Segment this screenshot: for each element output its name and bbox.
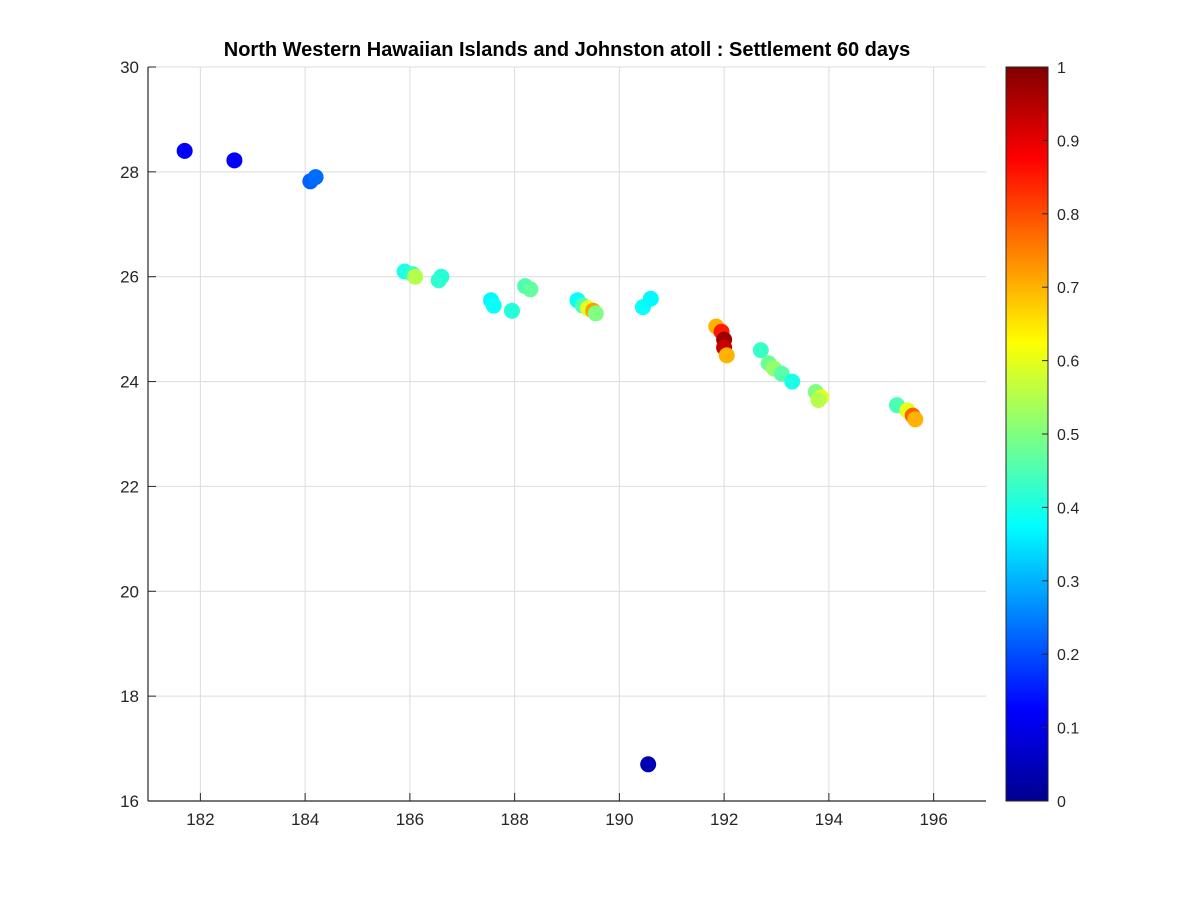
colorbar-tick-label: 0.1 bbox=[1057, 721, 1079, 738]
data-point bbox=[430, 272, 447, 289]
x-tick-label: 188 bbox=[500, 810, 528, 829]
y-tick-label: 20 bbox=[120, 582, 139, 601]
data-point bbox=[587, 305, 604, 322]
colorbar-tick-label: 0.8 bbox=[1057, 207, 1079, 224]
data-point bbox=[176, 142, 193, 159]
plot-area: 182 184 186 188 190 192 194 196 16 18 20 22 24 26 28 3… bbox=[120, 58, 986, 829]
y-tick-label: 28 bbox=[120, 163, 139, 182]
x-tick-label: 182 bbox=[186, 810, 214, 829]
colorbar-tick-label: 0.3 bbox=[1057, 574, 1079, 591]
data-point bbox=[307, 169, 324, 186]
colorbar-tick-label: 0.7 bbox=[1057, 280, 1079, 297]
data-point bbox=[226, 152, 243, 169]
data-point bbox=[485, 297, 502, 314]
data-point bbox=[718, 347, 735, 364]
y-tick-label: 30 bbox=[120, 58, 139, 77]
y-tick-label: 18 bbox=[120, 687, 139, 706]
x-tick-label: 186 bbox=[396, 810, 424, 829]
chart-title: North Western Hawaiian Islands and Johns… bbox=[224, 39, 910, 61]
x-axis-ticks: 182 184 186 188 190 192 194 196 bbox=[186, 793, 948, 829]
colorbar-gradient bbox=[1005, 66, 1049, 802]
plot-background bbox=[148, 67, 986, 801]
colorbar-tick-label: 0.4 bbox=[1057, 500, 1079, 517]
colorbar-tick-label: 0.2 bbox=[1057, 647, 1079, 664]
data-point bbox=[752, 342, 769, 359]
x-tick-label: 194 bbox=[815, 810, 843, 829]
data-point bbox=[642, 290, 659, 307]
x-tick-label: 196 bbox=[919, 810, 947, 829]
colorbar-tick-label: 0.9 bbox=[1057, 133, 1079, 150]
data-point bbox=[907, 411, 924, 428]
colorbar-ticks: 0 0.1 0.2 0.3 0.4 0.5 0.6 0.7 0.8 0.9 1 bbox=[1042, 60, 1079, 811]
data-point bbox=[784, 373, 801, 390]
colorbar: 0 0.1 0.2 0.3 0.4 0.5 0.6 0.7 0.8 0.9 1 bbox=[1005, 60, 1079, 811]
colorbar-tick-label: 0 bbox=[1057, 794, 1066, 811]
data-points bbox=[176, 142, 924, 773]
y-tick-label: 16 bbox=[120, 792, 139, 811]
y-tick-label: 22 bbox=[120, 477, 139, 496]
data-point bbox=[407, 268, 424, 285]
colorbar-tick-label: 0.5 bbox=[1057, 427, 1079, 444]
colorbar-tick-label: 1 bbox=[1057, 60, 1066, 77]
x-tick-label: 192 bbox=[710, 810, 738, 829]
data-point bbox=[640, 756, 657, 773]
data-point bbox=[810, 391, 827, 408]
colorbar-tick-label: 0.6 bbox=[1057, 354, 1079, 371]
y-tick-label: 24 bbox=[120, 373, 139, 392]
data-point bbox=[522, 281, 539, 298]
y-axis-ticks: 16 18 20 22 24 26 28 30 bbox=[120, 58, 156, 811]
axes bbox=[147, 67, 986, 802]
x-tick-label: 190 bbox=[605, 810, 633, 829]
y-tick-label: 26 bbox=[120, 268, 139, 287]
data-point bbox=[504, 302, 521, 319]
x-tick-label: 184 bbox=[291, 810, 319, 829]
